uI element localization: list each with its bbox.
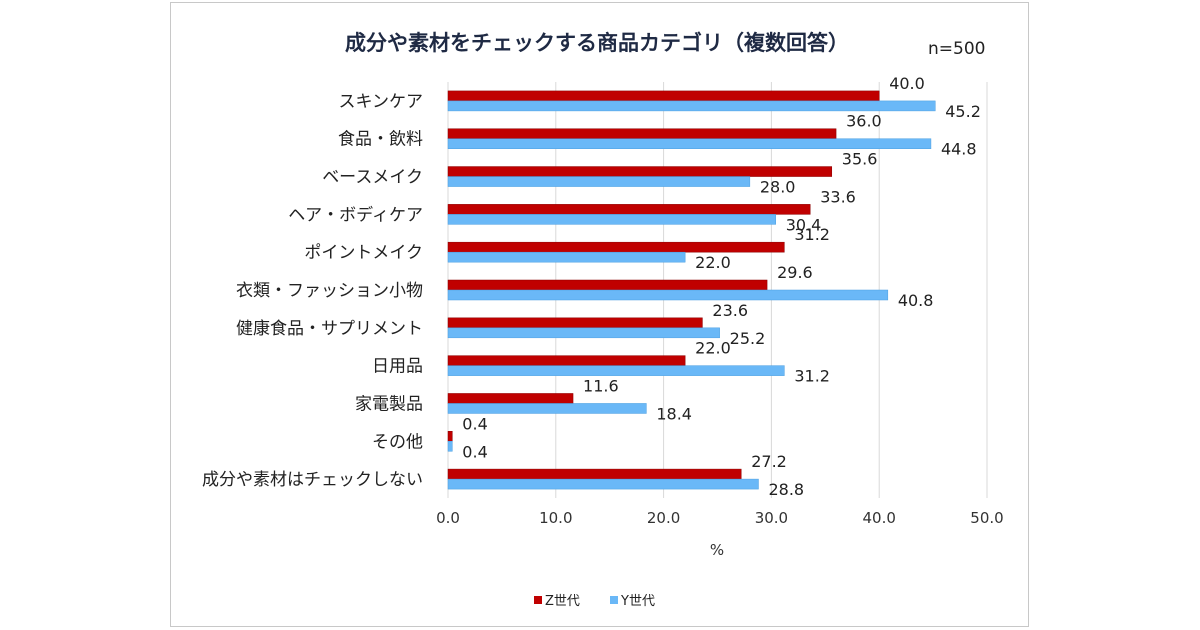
bar-y-generation: [447, 176, 751, 187]
x-tick-label: 10.0: [539, 509, 572, 527]
bar-y-generation: [447, 138, 932, 149]
data-label: 11.6: [583, 376, 619, 395]
data-label: 0.4: [462, 442, 487, 461]
sample-size-note: n=500: [928, 39, 985, 59]
category-label: 衣類・ファッション小物: [236, 281, 423, 301]
bar-chart: 成分や素材をチェックする商品カテゴリ（複数回答） n=500 スキンケア食品・飲…: [202, 31, 1004, 609]
bar-y-generation: [447, 478, 759, 490]
bar-z-generation: [447, 241, 785, 253]
data-label: 40.8: [898, 291, 934, 310]
category-label: スキンケア: [339, 92, 424, 112]
bar-y-generation: [447, 403, 647, 414]
bar-y-generation: [447, 251, 686, 263]
data-label: 44.8: [941, 140, 977, 159]
bar-y-generation: [447, 100, 936, 112]
category-label: 家電製品: [355, 394, 423, 414]
category-label: 日用品: [372, 357, 423, 377]
bar-z-generation: [447, 279, 768, 291]
bar-z-generation: [447, 90, 880, 102]
data-label: 40.0: [889, 74, 925, 93]
data-label: 45.2: [945, 102, 981, 121]
data-label: 28.0: [760, 178, 796, 197]
bar-z-generation: [447, 317, 703, 329]
category-label: 成分や素材はチェックしない: [202, 470, 423, 490]
x-tick-label: 30.0: [755, 509, 788, 527]
bar-z-generation: [447, 393, 574, 404]
x-tick-label: 50.0: [970, 509, 1003, 527]
chart-title: 成分や素材をチェックする商品カテゴリ（複数回答）: [345, 31, 849, 55]
category-label: その他: [372, 432, 423, 452]
category-label: 健康食品・サプリメント: [236, 319, 423, 339]
data-label: 35.6: [842, 150, 878, 169]
x-axis-label: %: [710, 541, 724, 559]
data-label: 31.2: [794, 225, 830, 244]
bar-y-generation: [447, 327, 720, 339]
bar-y-generation: [447, 441, 453, 452]
data-label: 23.6: [712, 301, 748, 320]
category-label: ベースメイク: [322, 168, 423, 188]
data-labels: 40.045.236.044.835.628.033.630.431.222.0…: [462, 74, 981, 499]
legend: Z世代 Y世代: [534, 594, 655, 609]
legend-swatch: [534, 596, 542, 604]
data-label: 27.2: [751, 452, 787, 471]
data-label: 18.4: [656, 404, 692, 423]
data-label: 30.4: [786, 215, 822, 234]
bar-y-generation: [447, 365, 785, 376]
legend-label: Y世代: [620, 594, 655, 609]
category-label: 食品・飲料: [338, 130, 423, 150]
x-tick-label: 20.0: [647, 509, 680, 527]
data-label: 22.0: [695, 253, 731, 272]
legend-label: Z世代: [545, 594, 580, 609]
bar-z-generation: [447, 355, 686, 366]
data-label: 33.6: [820, 187, 856, 206]
bar-z-generation: [447, 204, 811, 215]
bar-y-generation: [447, 214, 776, 225]
bar-z-generation: [447, 128, 837, 139]
data-label: 31.2: [794, 367, 830, 386]
x-tick-label: 40.0: [862, 509, 895, 527]
bar-y-generation: [447, 289, 889, 301]
category-labels: スキンケア食品・飲料ベースメイクヘア・ボディケアポイントメイク衣類・ファッション…: [202, 92, 423, 490]
data-label: 28.8: [768, 480, 804, 499]
data-label: 25.2: [730, 329, 766, 348]
category-label: ヘア・ボディケア: [288, 204, 423, 225]
bar-z-generation: [447, 166, 833, 177]
legend-swatch: [610, 596, 618, 604]
data-label: 36.0: [846, 112, 882, 131]
data-label: 0.4: [462, 414, 487, 433]
data-label: 22.0: [695, 339, 731, 358]
bars: [447, 90, 936, 490]
x-axis-ticks: 0.0 10.0 20.0 30.0 40.0 50.0: [436, 509, 1004, 527]
bar-z-generation: [447, 468, 742, 480]
x-tick-label: 0.0: [436, 509, 460, 527]
bar-z-generation: [447, 431, 453, 442]
category-label: ポイントメイク: [304, 243, 423, 263]
data-label: 29.6: [777, 263, 813, 282]
chart-frame: 成分や素材をチェックする商品カテゴリ（複数回答） n=500 スキンケア食品・飲…: [170, 2, 1029, 627]
